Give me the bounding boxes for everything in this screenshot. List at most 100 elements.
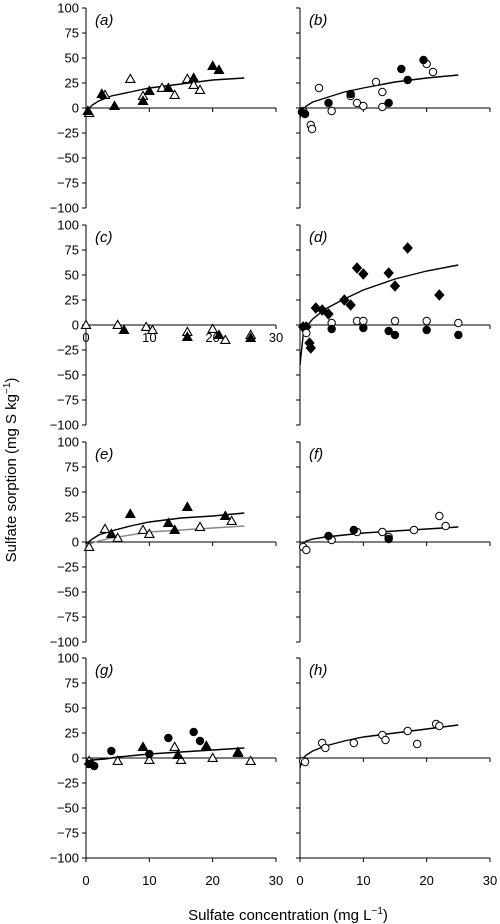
y-tick-label: 25 — [65, 726, 79, 741]
x-tick-label: 0 — [82, 330, 89, 345]
data-point — [314, 83, 324, 93]
data-point — [143, 528, 155, 539]
data-point — [245, 332, 257, 343]
panel-e: 100 75 50 25 0 −25 −50 −75 −100 (e) — [50, 435, 277, 650]
data-point — [300, 109, 310, 119]
data-point — [207, 323, 219, 334]
data-point — [435, 721, 444, 731]
y-tick-label: −50 — [57, 151, 79, 166]
x-tick-label: 20 — [419, 873, 433, 888]
data-point — [300, 757, 310, 767]
data-point — [428, 67, 438, 77]
x-tick-label: 10 — [142, 873, 156, 888]
x-tick-label: 30 — [269, 330, 283, 345]
data-point — [349, 738, 359, 748]
panel-h: 0 10 20 30 (h) — [296, 657, 497, 888]
data-point — [412, 739, 422, 749]
panel-label: (a) — [95, 12, 113, 29]
data-point — [143, 754, 155, 765]
data-point — [384, 326, 393, 336]
y-tick-label: −25 — [57, 126, 79, 141]
data-point — [169, 89, 181, 99]
y-tick-label: 100 — [57, 218, 79, 233]
data-point — [454, 330, 463, 340]
panel-label: (f) — [309, 446, 323, 463]
panel-d: (d) — [296, 224, 491, 426]
y-tick-label: 50 — [65, 268, 79, 283]
data-point — [194, 84, 206, 94]
data-point — [99, 523, 111, 534]
data-point — [390, 316, 400, 326]
data-point — [371, 77, 381, 87]
data-point — [397, 64, 406, 74]
y-tick-label: 100 — [57, 435, 79, 450]
data-point — [96, 88, 108, 98]
data-point — [107, 746, 116, 756]
data-point — [358, 268, 369, 280]
data-point — [384, 98, 393, 108]
data-point — [403, 75, 412, 85]
y-tick-label: 50 — [65, 51, 79, 66]
x-tick-label: 20 — [205, 330, 219, 345]
data-point — [307, 124, 317, 134]
data-point — [226, 515, 238, 526]
y-tick-label: 25 — [65, 510, 79, 525]
data-point — [378, 87, 387, 97]
data-point — [305, 342, 316, 354]
data-point — [213, 329, 225, 340]
data-point — [118, 324, 130, 335]
data-point — [83, 541, 95, 552]
data-point — [188, 79, 200, 89]
data-point — [351, 262, 363, 274]
data-point — [219, 510, 231, 521]
data-point — [316, 304, 328, 316]
data-point — [137, 95, 149, 105]
data-point — [245, 755, 257, 766]
data-point — [434, 289, 445, 301]
data-point — [359, 316, 368, 326]
y-tick-label: −75 — [57, 610, 79, 625]
data-point — [323, 308, 334, 320]
data-point — [213, 64, 225, 74]
x-tick-label: 0 — [82, 873, 89, 888]
data-point — [169, 524, 181, 535]
data-point — [403, 726, 412, 736]
y-tick-label: 0 — [72, 101, 79, 116]
data-point — [164, 733, 173, 743]
data-point — [162, 517, 174, 528]
panel-label: (h) — [309, 662, 327, 679]
y-tick-label: −75 — [57, 393, 79, 408]
data-point — [146, 324, 159, 335]
y-tick-label: −100 — [50, 635, 79, 650]
y-tick-label: 0 — [72, 535, 79, 550]
y-tick-label: −100 — [50, 851, 79, 866]
data-point — [188, 72, 200, 82]
x-tick-label: 30 — [269, 873, 283, 888]
y-tick-label: −25 — [57, 560, 79, 575]
fit-curve — [85, 512, 245, 545]
data-point — [349, 525, 359, 535]
data-point — [200, 740, 212, 751]
data-point — [302, 545, 311, 555]
data-point — [137, 741, 149, 752]
data-point — [302, 328, 311, 338]
y-tick-label: −75 — [57, 176, 79, 191]
y-tick-label: 50 — [65, 485, 79, 500]
data-point — [195, 736, 205, 746]
panel-label: (d) — [309, 229, 327, 246]
data-point — [207, 60, 219, 70]
data-point — [383, 267, 394, 279]
data-point — [172, 749, 184, 760]
data-point — [381, 735, 390, 745]
x-tick-label: 0 — [296, 873, 303, 888]
y-tick-label: −50 — [57, 585, 79, 600]
data-point — [327, 324, 336, 334]
data-point — [441, 521, 450, 531]
y-tick-label: 25 — [65, 76, 79, 91]
data-point — [384, 534, 393, 544]
data-point — [108, 100, 121, 110]
y-tick-label: 75 — [65, 460, 79, 475]
